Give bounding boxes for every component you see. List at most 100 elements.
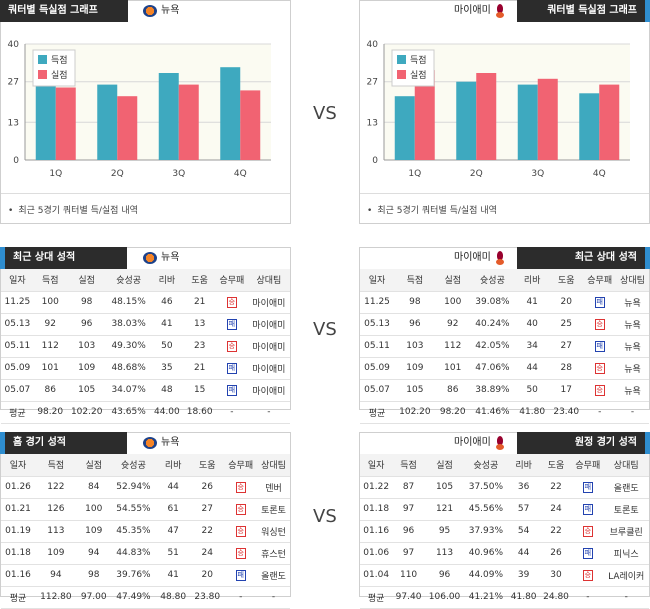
loss-badge: 패 — [226, 384, 237, 396]
x-tick-label: 2Q — [111, 169, 124, 179]
average-cell: - — [616, 401, 649, 424]
team-name-away: 마이애미 — [454, 252, 491, 263]
table-header-row: 일자 득점 실점 슛성공 리바 도움 승무패 상대팀 — [360, 269, 649, 292]
table-cell: 110 — [392, 564, 425, 587]
table-cell: 41 — [515, 291, 550, 314]
table-cell: 49.30% — [106, 335, 151, 358]
legend-swatch-allowed — [397, 70, 406, 79]
table-cell: 21 — [183, 291, 217, 314]
table-cell: 올랜도 — [257, 564, 290, 587]
table-cell: 27 — [549, 335, 584, 358]
legend-swatch-scored — [38, 55, 47, 64]
table-cell: 20 — [549, 291, 584, 314]
average-cell: 평균 — [360, 586, 393, 609]
table-cell: 24 — [539, 498, 573, 521]
loss-badge: 패 — [226, 318, 237, 330]
table-cell: 96 — [66, 313, 107, 336]
legend-swatch-allowed — [38, 70, 47, 79]
column-header: 실점 — [424, 454, 465, 477]
column-header: 리바 — [515, 269, 550, 292]
result-badge-cell: 승 — [572, 520, 604, 543]
bar-scored — [517, 84, 538, 160]
win-badge: 승 — [582, 525, 593, 537]
quarter-title-away: 쿼터별 득실점 그래프 — [517, 0, 645, 22]
bar-allowed — [178, 84, 199, 160]
table-cell: 94 — [35, 564, 77, 587]
result-badge-cell: 패 — [224, 564, 258, 587]
table-cell: 84 — [76, 476, 111, 499]
table-row: 01.21 126 100 54.55% 61 27 승 토론토 — [1, 498, 290, 521]
win-badge: 승 — [594, 362, 605, 374]
y-tick-label: 27 — [8, 78, 19, 88]
average-row: 평균 102.20 98.20 41.46% 41.80 23.40- - — [360, 401, 649, 424]
column-header: 상대팀 — [603, 454, 649, 477]
average-cell: 102.20 — [66, 401, 107, 424]
result-badge-cell: 패 — [572, 498, 604, 521]
table-cell: 96 — [392, 520, 425, 543]
table-cell: 01.26 — [1, 476, 36, 499]
header-accent-stripe — [645, 432, 650, 454]
table-cell: 11.25 — [360, 291, 395, 314]
win-badge: 승 — [226, 296, 237, 308]
column-header: 리바 — [507, 454, 540, 477]
win-badge: 승 — [235, 481, 246, 493]
legend-swatch-scored — [397, 55, 406, 64]
heat-logo-icon — [495, 251, 505, 265]
table-row: 11.25 100 98 48.15% 46 21 승 마이애미 — [1, 291, 290, 314]
vs-label: VS — [313, 506, 337, 527]
win-badge: 승 — [235, 525, 246, 537]
column-header: 승무패 — [583, 269, 617, 292]
team-name-away: 마이애미 — [454, 437, 491, 448]
table-cell: 뉴욕 — [616, 291, 649, 314]
table-row: 01.26 122 84 52.94% 44 26 승 덴버 — [1, 476, 290, 499]
table-row: 05.07 86 105 34.07% 48 15 패 마이애미 — [1, 379, 290, 402]
column-header: 일자 — [1, 269, 34, 292]
average-cell: 44.00 — [150, 401, 184, 424]
table-cell: 01.18 — [360, 498, 393, 521]
team-label-away: 마이애미 — [454, 432, 505, 454]
bar-allowed — [599, 84, 620, 160]
table-cell: 97 — [392, 542, 425, 565]
quarter-header-away: 마이애미 쿼터별 득실점 그래프 — [359, 0, 650, 22]
table-cell: 94 — [76, 542, 111, 565]
bar-allowed — [414, 70, 435, 160]
average-cell: 41.80 — [507, 586, 540, 609]
table-cell: 뉴욕 — [616, 313, 649, 336]
table-cell: 40.24% — [469, 313, 516, 336]
table-cell: 마이애미 — [247, 313, 290, 336]
table-cell: 39.08% — [469, 291, 516, 314]
table-header-row: 일자 득점 실점 슛성공 리바 도움 승무패 상대팀 — [1, 269, 290, 292]
table-cell: 01.19 — [1, 520, 36, 543]
table-cell: 05.09 — [360, 357, 395, 380]
result-badge-cell: 승 — [224, 476, 258, 499]
table-cell: 토론토 — [257, 498, 290, 521]
average-cell: - — [247, 401, 290, 424]
y-tick-label: 40 — [367, 40, 379, 50]
result-badge-cell: 승 — [572, 564, 604, 587]
table-cell: 덴버 — [257, 476, 290, 499]
table-cell: 50 — [150, 335, 184, 358]
y-tick-label: 13 — [367, 118, 378, 128]
vs-label: VS — [313, 319, 337, 340]
loss-badge: 패 — [582, 481, 593, 493]
team-label-away: 마이애미 — [454, 0, 505, 22]
column-header: 상대팀 — [257, 454, 290, 477]
column-header: 득점 — [394, 269, 436, 292]
result-badge-cell: 승 — [583, 313, 617, 336]
header-accent-stripe — [645, 0, 650, 22]
table-cell: 87 — [392, 476, 425, 499]
table-cell: 20 — [190, 564, 225, 587]
table-cell: 50 — [515, 379, 550, 402]
team-label-away: 마이애미 — [454, 247, 505, 269]
table-cell: 86 — [435, 379, 470, 402]
table-row: 05.09 109 101 47.06% 44 28 승 뉴욕 — [360, 357, 649, 380]
table-cell: 39.76% — [110, 564, 157, 587]
average-row: 평균 98.20 102.20 43.65% 44.00 18.60- - — [1, 401, 290, 424]
average-cell: 47.49% — [110, 586, 157, 609]
column-header: 슛성공 — [464, 454, 508, 477]
recent-title-away: 최근 상대 성적 — [517, 247, 645, 269]
loss-badge: 패 — [226, 362, 237, 374]
table-cell: 103 — [394, 335, 436, 358]
